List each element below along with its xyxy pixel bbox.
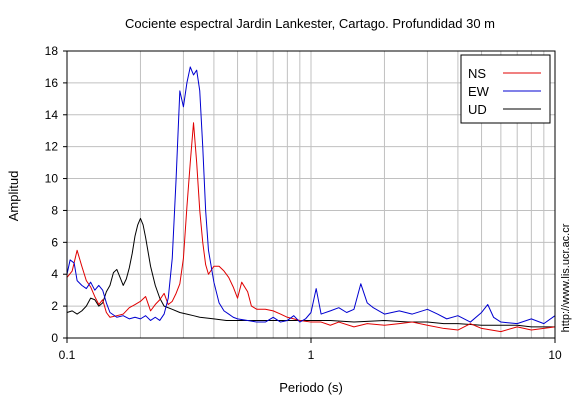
y-tick-label: 6	[51, 235, 58, 249]
y-tick-label: 18	[45, 44, 59, 58]
grid-lines	[67, 51, 555, 338]
x-axis-label: Periodo (s)	[279, 380, 343, 395]
y-tick-label: 8	[51, 203, 58, 217]
x-axis-ticks: 0.1 1 10	[59, 338, 562, 362]
chart-title: Cociente espectral Jardin Lankester, Car…	[125, 16, 495, 31]
y-tick-label: 4	[51, 267, 58, 281]
series-line-ew	[66, 66, 556, 325]
y-tick-label: 0	[51, 331, 58, 345]
y-axis-ticks: 0 2 4 6 8 10 12 14 16 18	[45, 44, 67, 345]
y-tick-label: 14	[45, 108, 59, 122]
legend-label-ud: UD	[468, 102, 487, 117]
y-tick-label: 12	[45, 140, 59, 154]
watermark-url: http://www.lis.ucr.ac.cr	[560, 223, 572, 332]
y-tick-label: 16	[45, 76, 59, 90]
legend-box	[460, 54, 551, 124]
legend: NS EW UD	[460, 54, 551, 124]
y-tick-label: 2	[51, 299, 58, 313]
y-tick-label: 10	[45, 172, 59, 186]
series-layer	[66, 66, 556, 333]
x-tick-label: 1	[308, 348, 315, 362]
x-tick-label: 10	[548, 348, 562, 362]
x-tick-label: 0.1	[59, 348, 76, 362]
y-axis-label: Amplitud	[6, 171, 21, 222]
legend-label-ew: EW	[468, 84, 490, 99]
legend-label-ns: NS	[468, 66, 486, 81]
series-line-ns	[66, 122, 556, 333]
